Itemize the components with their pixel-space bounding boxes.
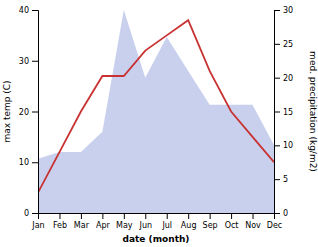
tick-mark — [274, 179, 280, 180]
tick: 0 — [24, 209, 38, 218]
tick-mark — [32, 213, 38, 214]
tick-label: Sep — [203, 221, 218, 230]
tick: May — [116, 213, 133, 230]
tick-label: Nov — [245, 221, 261, 230]
tick: Jul — [161, 213, 172, 230]
tick-mark — [274, 44, 280, 45]
tick: 0 — [274, 209, 288, 218]
y-axis: 0 10 20 30 40 — [19, 6, 39, 218]
axis-domain — [275, 11, 281, 214]
tick-label: Feb — [53, 221, 67, 230]
tick-label: 40 — [19, 6, 29, 15]
tick: 10 — [274, 141, 293, 150]
plot-area: JanFebMarAprMayJunJulAugSepOctNovDec0102… — [19, 6, 293, 230]
tick-mark — [210, 213, 211, 219]
tick: Jun — [139, 213, 153, 230]
tick-label: Jun — [139, 221, 153, 230]
marks — [38, 10, 274, 213]
x-axis-title: date (month) — [123, 234, 190, 244]
tick: Mar — [74, 213, 90, 230]
tick-label: 25 — [283, 40, 293, 49]
tick-mark — [188, 213, 189, 219]
tick-label: 0 — [24, 209, 29, 218]
tick-label: 30 — [19, 57, 29, 66]
tick: 5 — [274, 175, 288, 184]
tick-label: 10 — [19, 158, 29, 167]
tick-label: 0 — [283, 209, 288, 218]
y2-axis: 0 5 10 15 20 25 30 — [274, 6, 293, 218]
axis-domain — [32, 11, 39, 214]
tick-label: Jan — [31, 221, 44, 230]
tick: 10 — [19, 158, 38, 167]
tick-mark — [167, 213, 168, 219]
y-axis-title: max temp (C) — [2, 80, 12, 142]
tick-label: 20 — [19, 108, 29, 117]
tick-mark — [231, 213, 232, 219]
tick: Nov — [245, 213, 261, 230]
tick: 30 — [19, 57, 38, 66]
tick-mark — [32, 61, 38, 62]
tick-label: 20 — [283, 74, 293, 83]
tick: 20 — [19, 108, 38, 117]
tick: Feb — [53, 213, 67, 230]
tick: Dec — [267, 213, 282, 230]
tick: 25 — [274, 40, 293, 49]
tick-mark — [32, 162, 38, 163]
tick-mark — [274, 213, 280, 214]
tick: 20 — [274, 74, 293, 83]
tick: 30 — [274, 6, 293, 15]
tick-label: 30 — [283, 6, 293, 15]
tick-label: May — [116, 221, 133, 230]
tick-mark — [32, 112, 38, 113]
tick-label: Oct — [225, 221, 239, 230]
x-axis: Jan Feb Mar Apr May Jun Jul Aug Sep Oct Nov Dec — [31, 213, 282, 230]
tick-mark — [59, 213, 60, 219]
area — [38, 10, 274, 213]
chart: JanFebMarAprMayJunJulAugSepOctNovDec0102… — [0, 0, 318, 247]
tick-mark — [81, 213, 82, 219]
tick-label: 15 — [283, 108, 293, 117]
tick: Sep — [203, 213, 218, 230]
tick: Jan — [31, 213, 44, 230]
tick: 15 — [274, 108, 293, 117]
tick-label: 10 — [283, 141, 293, 150]
tick: Aug — [181, 213, 197, 230]
tick-mark — [274, 78, 280, 79]
tick-label: Jul — [161, 221, 172, 230]
tick-mark — [274, 145, 280, 146]
axis-domain — [39, 214, 275, 220]
tick: Apr — [96, 213, 111, 230]
tick-label: Apr — [96, 221, 111, 230]
tick-mark — [274, 10, 280, 11]
tick-mark — [32, 10, 38, 11]
tick-mark — [145, 213, 146, 219]
tick-label: 5 — [283, 175, 288, 184]
tick-label: Mar — [74, 221, 90, 230]
tick-mark — [253, 213, 254, 219]
tick-mark — [124, 213, 125, 219]
tick-label: Aug — [181, 221, 197, 230]
line — [38, 20, 274, 193]
tick-mark — [102, 213, 103, 219]
y2-axis-title: med. precipitation (kg/m2) — [308, 51, 318, 172]
tick: Oct — [225, 213, 239, 230]
tick-label: Dec — [267, 221, 282, 230]
tick-mark — [274, 112, 280, 113]
tick: 40 — [19, 6, 38, 15]
